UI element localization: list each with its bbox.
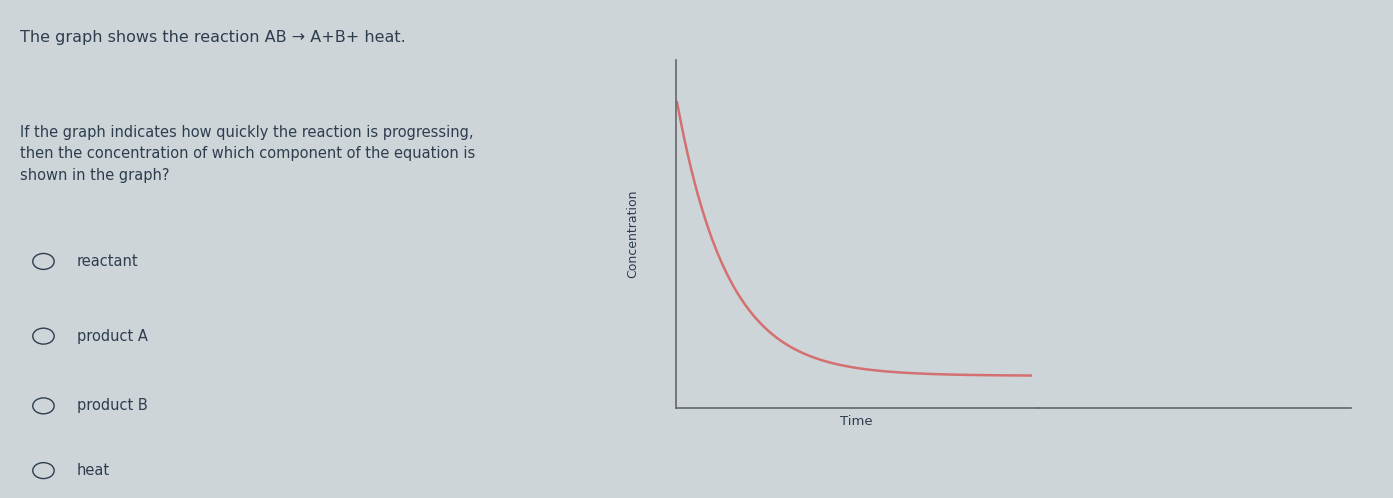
Text: If the graph indicates how quickly the reaction is progressing,
then the concent: If the graph indicates how quickly the r…	[20, 124, 475, 183]
Text: product B: product B	[77, 398, 148, 413]
Text: product A: product A	[77, 329, 148, 344]
Text: The graph shows the reaction AB → A+B+ heat.: The graph shows the reaction AB → A+B+ h…	[20, 30, 405, 45]
Text: heat: heat	[77, 463, 110, 478]
Y-axis label: Concentration: Concentration	[627, 190, 639, 278]
X-axis label: Time: Time	[840, 415, 873, 428]
Text: reactant: reactant	[77, 254, 138, 269]
